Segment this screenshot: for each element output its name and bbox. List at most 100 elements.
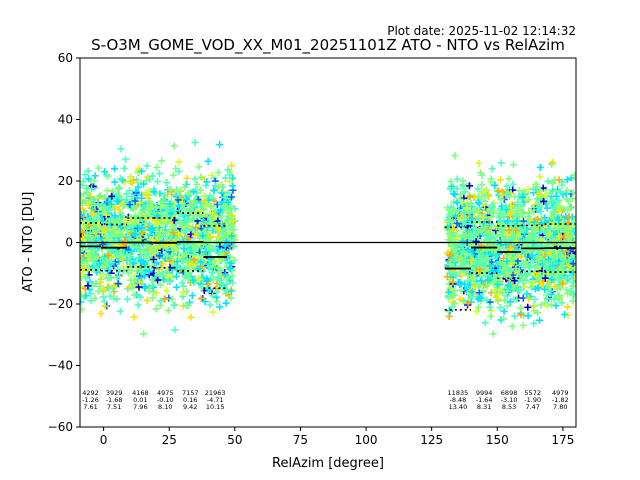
data-point: [479, 214, 487, 222]
data-point: [99, 293, 107, 301]
data-point: [210, 186, 218, 194]
data-point: [185, 263, 193, 271]
data-point: [192, 224, 200, 232]
data-point: [197, 295, 205, 303]
data-point: [555, 176, 563, 184]
data-point: [461, 213, 469, 221]
data-point: [142, 242, 150, 250]
data-point: [141, 204, 149, 212]
data-point: [187, 207, 195, 215]
data-point: [504, 302, 512, 310]
x-axis-label: RelAzim [degree]: [272, 456, 384, 471]
data-point: [136, 278, 144, 286]
data-point: [487, 312, 495, 320]
data-point: [181, 183, 189, 191]
data-point: [108, 214, 116, 222]
data-point: [450, 287, 458, 295]
data-point: [461, 188, 469, 196]
data-point: [563, 176, 571, 184]
data-point: [472, 257, 480, 265]
data-point: [459, 245, 467, 253]
bin-std-label: 8.31: [477, 403, 491, 411]
data-point: [554, 225, 562, 233]
data-point: [137, 235, 145, 243]
data-point: [132, 243, 140, 251]
data-point: [80, 191, 85, 199]
data-point: [84, 175, 92, 183]
bin-count-label: 9994: [476, 389, 493, 397]
data-point: [126, 201, 134, 209]
data-point: [168, 295, 176, 303]
data-point: [487, 178, 495, 186]
data-point: [91, 184, 99, 192]
data-point: [478, 209, 486, 217]
data-point: [115, 183, 123, 191]
data-point: [228, 162, 236, 170]
data-point: [142, 191, 150, 199]
data-point: [221, 174, 229, 182]
data-point: [117, 145, 125, 153]
data-point: [541, 285, 549, 293]
data-point: [197, 280, 205, 288]
data-point: [446, 251, 454, 259]
data-point: [451, 253, 459, 261]
data-point: [478, 259, 486, 267]
data-point: [549, 158, 557, 166]
data-point: [189, 215, 197, 223]
data-point: [523, 290, 531, 298]
data-point: [142, 211, 150, 219]
data-points: [80, 138, 576, 338]
data-point: [494, 290, 502, 298]
data-point: [494, 281, 502, 289]
bin-count-label: 11835: [448, 389, 469, 397]
data-point: [476, 266, 484, 274]
data-point: [143, 162, 151, 170]
data-point: [174, 196, 182, 204]
data-point: [449, 217, 457, 225]
data-point: [80, 257, 86, 265]
x-tick-label: 100: [355, 433, 378, 447]
data-point: [457, 286, 465, 294]
data-point: [82, 246, 90, 254]
data-point: [173, 258, 181, 266]
data-point: [100, 225, 108, 233]
data-point: [510, 193, 518, 201]
data-point: [466, 182, 474, 190]
x-tick-label: 25: [162, 433, 177, 447]
bin-mean-label: -8.48: [449, 396, 466, 404]
data-point: [153, 248, 161, 256]
data-point: [108, 259, 116, 267]
bin-mean-label: -0.10: [157, 396, 174, 404]
data-point: [483, 296, 491, 304]
data-point: [471, 280, 479, 288]
data-point: [529, 185, 537, 193]
data-point: [140, 180, 148, 188]
data-point: [546, 287, 554, 295]
data-point: [99, 255, 107, 263]
data-point: [197, 186, 205, 194]
data-point: [523, 260, 531, 268]
data-point: [197, 173, 205, 181]
data-point: [214, 233, 222, 241]
data-point: [187, 313, 195, 321]
data-point: [111, 203, 119, 211]
data-point: [192, 259, 200, 267]
data-point: [555, 251, 563, 259]
data-point: [543, 295, 551, 303]
data-point: [478, 227, 486, 235]
data-point: [180, 201, 188, 209]
data-point: [211, 244, 219, 252]
data-point: [481, 319, 489, 327]
data-point: [494, 297, 502, 305]
data-point: [191, 175, 199, 183]
data-point: [204, 157, 212, 165]
data-point: [536, 173, 544, 181]
data-point: [492, 223, 500, 231]
y-tick-label: 20: [58, 174, 73, 188]
data-point: [190, 256, 198, 264]
data-point: [462, 285, 470, 293]
data-point: [170, 207, 178, 215]
bin-mean-label: -3.10: [501, 396, 518, 404]
data-point: [519, 321, 527, 329]
